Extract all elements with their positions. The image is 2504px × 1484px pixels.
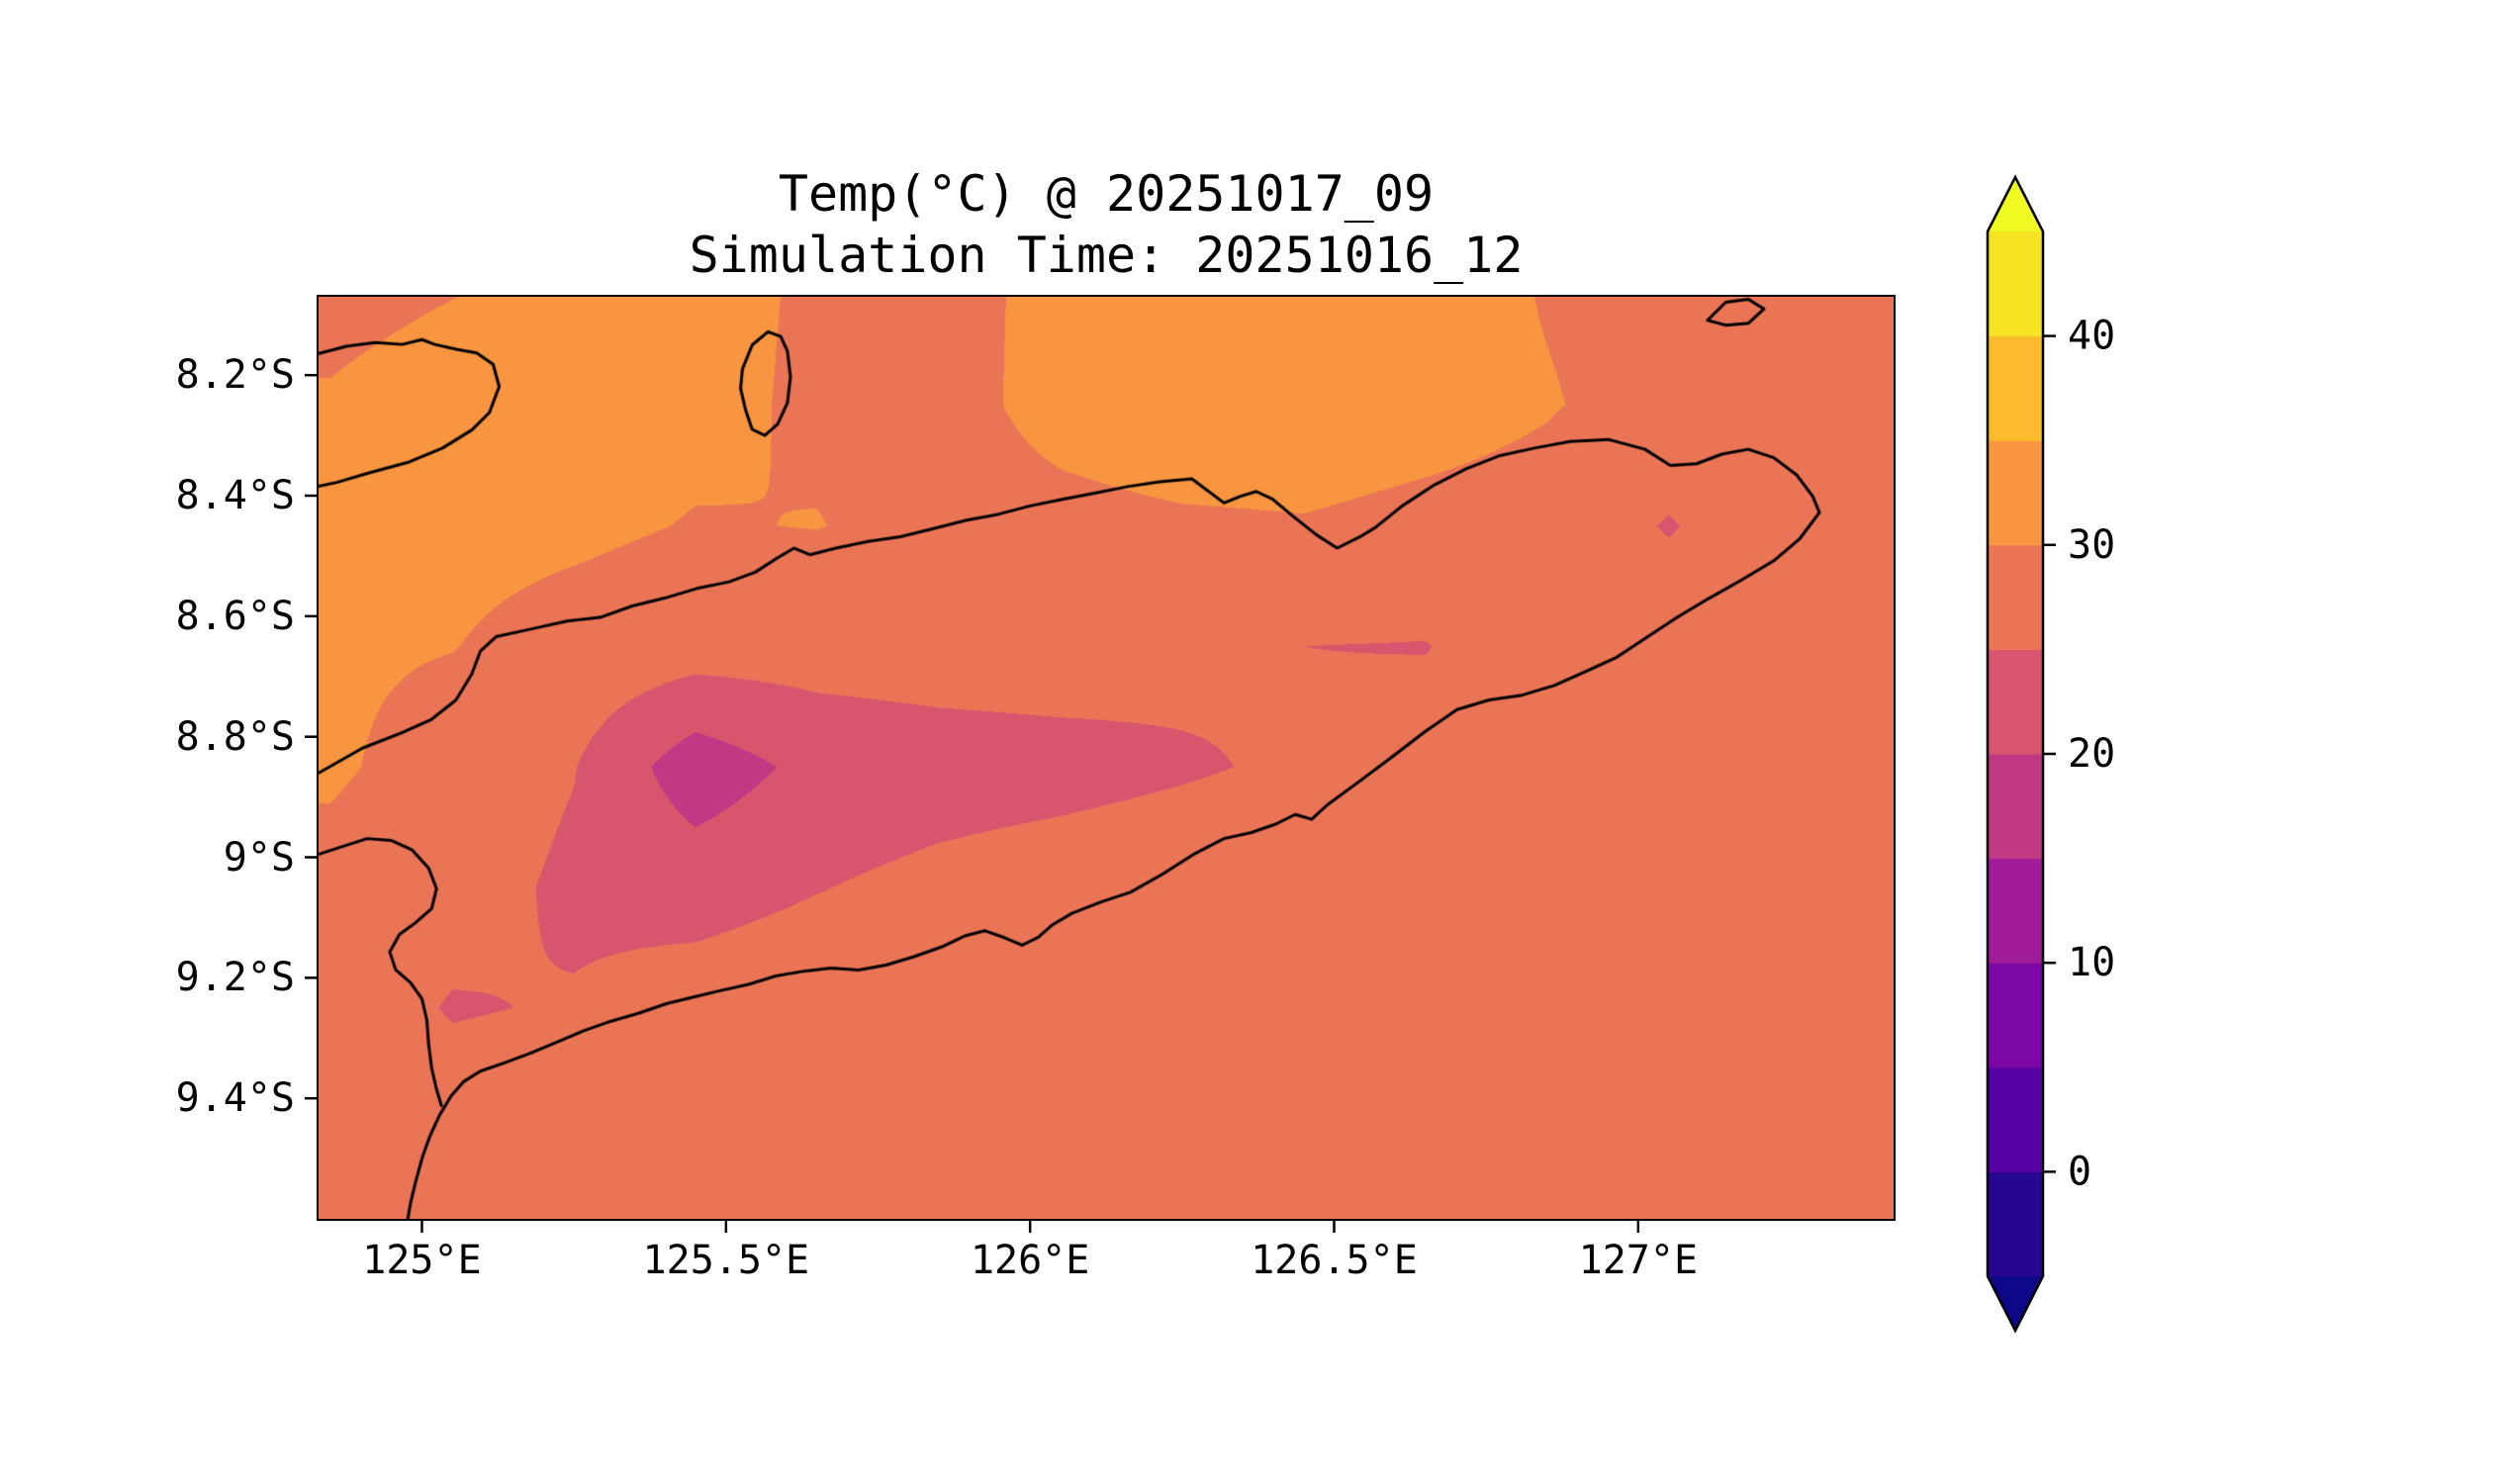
colorbar-band: [1988, 858, 2043, 964]
colorbar-tick-label: 0: [2068, 1149, 2091, 1194]
title-block: Temp(°C) @ 20251017_09 Simulation Time: …: [319, 163, 1894, 286]
x-tick-label: 125.5°E: [642, 1238, 810, 1283]
colorbar-band: [1988, 963, 2043, 1068]
colorbar-band: [1988, 1171, 2043, 1277]
colorbar-band: [1988, 440, 2043, 546]
y-tick-label: 8.8°S: [175, 713, 295, 760]
y-tick-label: 8.4°S: [175, 473, 295, 519]
colorbar-band: [1988, 232, 2043, 337]
colorbar-band: [1988, 754, 2043, 860]
map-plot-area: [317, 295, 1896, 1221]
temperature-map-canvas: [319, 297, 1894, 1219]
colorbar-band: [1988, 649, 2043, 755]
colorbar-tick-label: 10: [2068, 940, 2115, 985]
colorbar-extend-min: [1988, 1276, 2043, 1331]
colorbar-band: [1988, 1067, 2043, 1172]
colorbar-tick-label: 40: [2068, 314, 2115, 359]
y-tick-label: 9°S: [223, 834, 295, 881]
y-tick-label: 8.2°S: [175, 352, 295, 399]
y-tick-label: 9.2°S: [175, 955, 295, 1001]
colorbar-tick-label: 20: [2068, 731, 2115, 777]
x-tick-label: 127°E: [1578, 1238, 1699, 1283]
plot-subtitle: Simulation Time: 20251016_12: [689, 227, 1524, 284]
colorbar-tick-label: 30: [2068, 522, 2115, 568]
plot-title: Temp(°C) @ 20251017_09: [778, 165, 1435, 223]
x-tick-label: 126.5°E: [1251, 1238, 1418, 1283]
x-tick-label: 126°E: [970, 1238, 1090, 1283]
colorbar-band: [1988, 544, 2043, 650]
x-tick-label: 125°E: [362, 1238, 482, 1283]
y-tick-label: 9.4°S: [175, 1075, 295, 1122]
colorbar-extend-max: [1988, 177, 2043, 232]
y-tick-label: 8.6°S: [175, 593, 295, 639]
colorbar-outline: [1986, 174, 2045, 1334]
colorbar-band: [1988, 335, 2043, 441]
